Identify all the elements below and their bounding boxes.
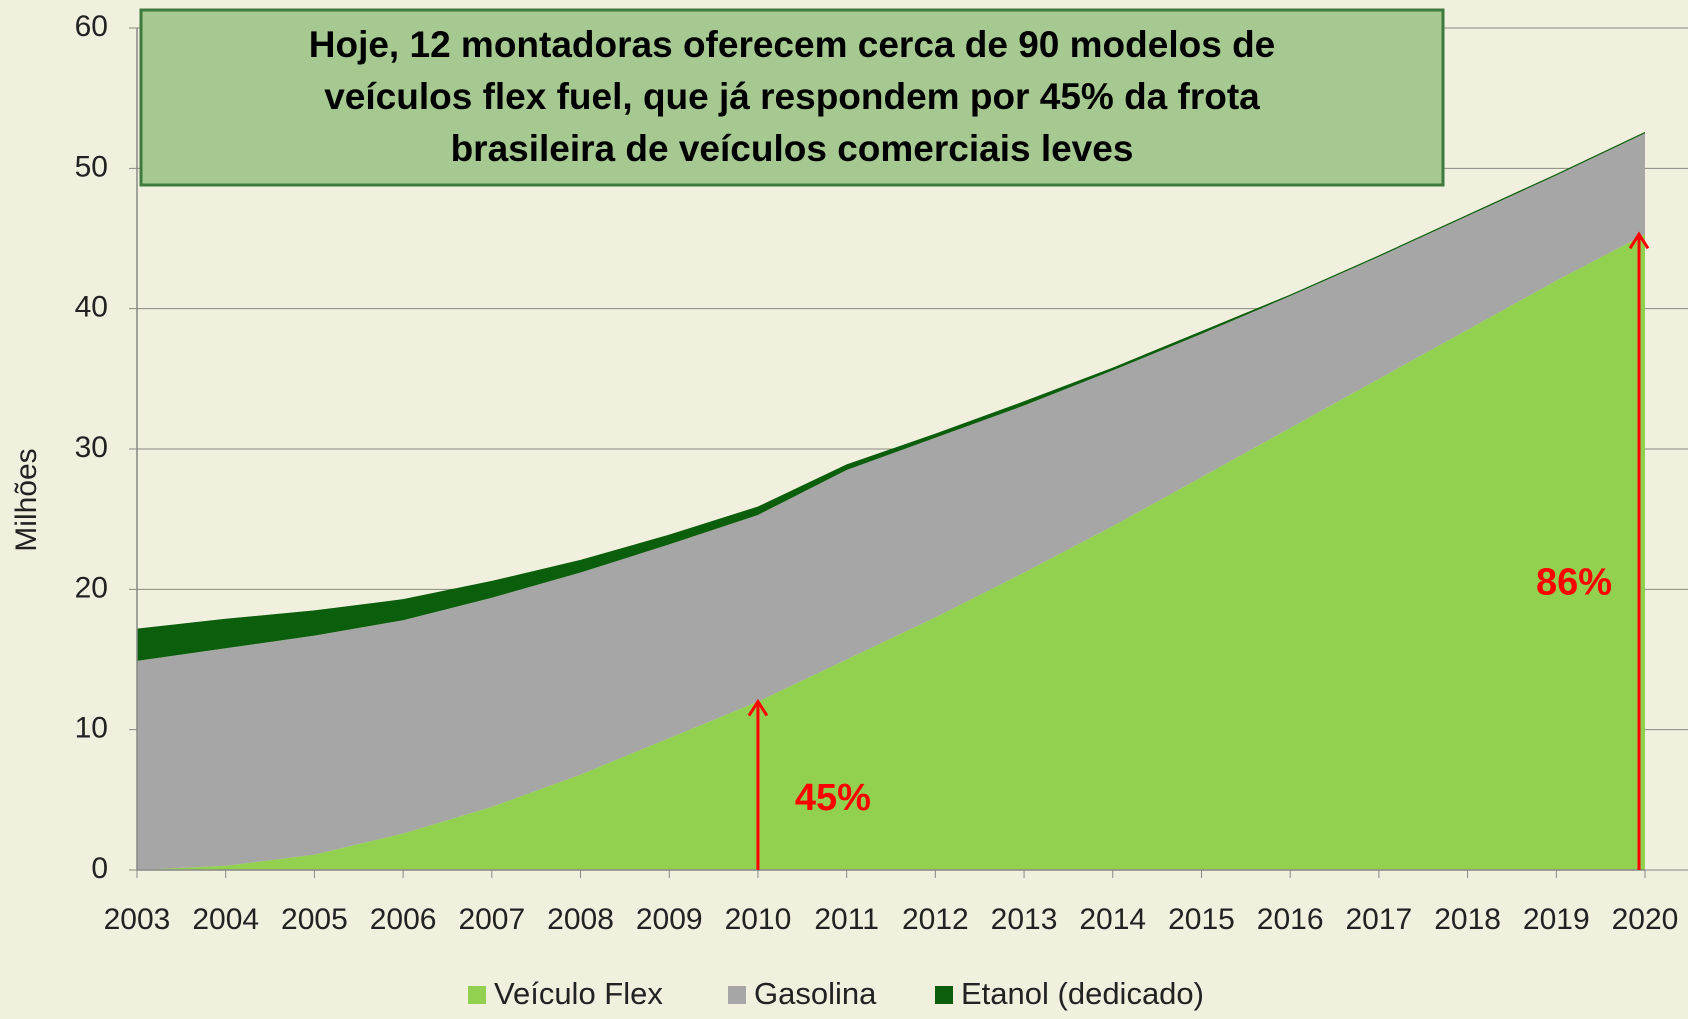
x-tick-label: 2008: [547, 903, 614, 936]
x-tick-label: 2014: [1079, 903, 1146, 936]
y-tick-label: 50: [75, 150, 108, 183]
chart-title: veículos flex fuel, que já respondem por…: [324, 76, 1260, 117]
annotation-label: 86%: [1536, 561, 1612, 603]
x-tick-label: 2017: [1346, 903, 1413, 936]
x-tick-label: 2019: [1523, 903, 1590, 936]
legend-swatch: [468, 986, 486, 1004]
x-tick-label: 2011: [814, 903, 879, 936]
area: [137, 133, 1645, 870]
chart-title: brasileira de veículos comerciais leves: [451, 128, 1134, 169]
x-tick-label: 2016: [1257, 903, 1324, 936]
legend-label: Etanol (dedicado): [961, 976, 1204, 1011]
legend-swatch: [935, 986, 953, 1004]
legend-label: Veículo Flex: [494, 976, 663, 1011]
y-tick-label: 0: [91, 852, 108, 885]
x-tick-label: 2003: [104, 903, 171, 936]
y-tick-label: 10: [75, 712, 108, 745]
legend-swatch: [728, 986, 746, 1004]
y-tick-label: 30: [75, 431, 108, 464]
y-axis-label: Milhões: [10, 448, 43, 551]
x-tick-label: 2007: [458, 903, 525, 936]
arrow-head: [747, 698, 769, 717]
x-tick-label: 2020: [1612, 903, 1679, 936]
x-tick-label: 2018: [1434, 903, 1501, 936]
x-tick-label: 2010: [725, 903, 792, 936]
x-tick-label: 2012: [902, 903, 969, 936]
y-tick-label: 20: [75, 571, 108, 604]
x-tick-label: 2004: [192, 903, 259, 936]
title-box: [139, 8, 1445, 187]
x-tick-label: 2009: [636, 903, 703, 936]
y-tick-label: 40: [75, 291, 108, 324]
legend-label: Gasolina: [754, 976, 877, 1011]
y-tick-label: 60: [75, 10, 108, 43]
chart-title: Hoje, 12 montadoras oferecem cerca de 90…: [309, 24, 1276, 65]
x-tick-label: 2015: [1168, 903, 1235, 936]
x-tick-label: 2013: [991, 903, 1058, 936]
area: [137, 234, 1645, 871]
x-tick-label: 2005: [281, 903, 348, 936]
arrow-head: [1628, 231, 1650, 250]
x-tick-label: 2006: [370, 903, 437, 936]
annotation-label: 45%: [795, 777, 871, 819]
